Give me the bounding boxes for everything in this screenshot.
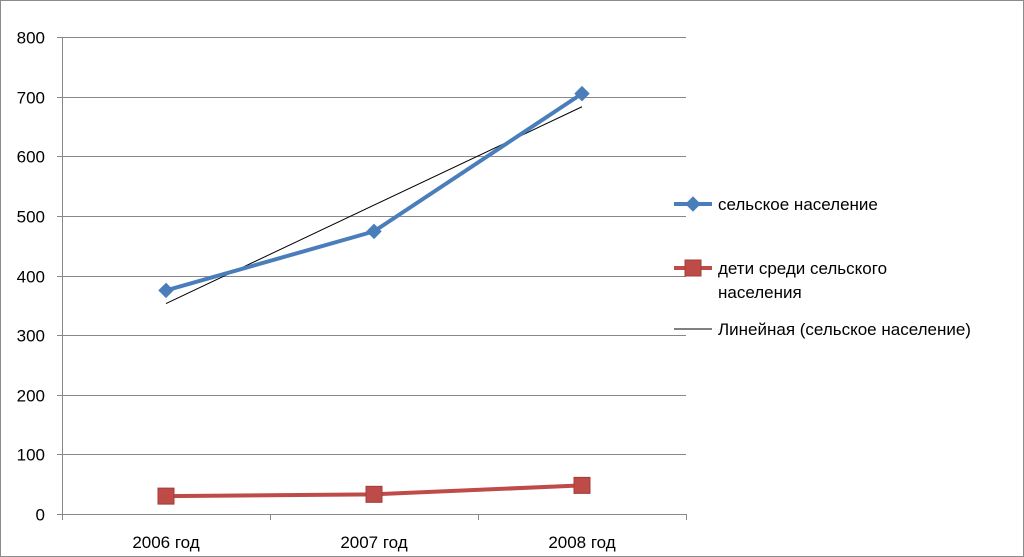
y-tick-label: 600 <box>17 148 45 167</box>
data-point <box>158 282 174 299</box>
y-tick-label: 800 <box>17 29 45 48</box>
series-1 <box>157 476 591 505</box>
y-tick-label: 300 <box>17 327 45 346</box>
legend: сельское население дети среди сельского на… <box>674 195 971 339</box>
x-axis-ticks: 2006 год 2007 год 2008 год <box>62 514 687 552</box>
legend-entry-1: дети среди сельского населения <box>674 259 887 302</box>
legend-label: населения <box>718 283 802 302</box>
axes <box>62 37 686 515</box>
series-layer <box>157 85 591 505</box>
y-axis-ticks: 0 100 200 300 400 500 600 700 800 <box>17 29 62 525</box>
series-line <box>165 91 584 293</box>
legend-entry-0: сельское население <box>674 195 878 214</box>
data-point <box>157 487 175 505</box>
legend-label: Линейная (сельское население) <box>718 320 971 339</box>
data-point <box>573 476 591 494</box>
data-point <box>366 223 382 240</box>
x-tick-label: 2006 год <box>132 533 199 552</box>
gridlines <box>62 37 686 455</box>
y-tick-label: 200 <box>17 387 45 406</box>
data-point <box>574 85 590 102</box>
y-tick-label: 0 <box>36 506 45 525</box>
y-tick-label: 700 <box>17 89 45 108</box>
x-tick-label: 2007 год <box>340 533 407 552</box>
legend-swatch-marker <box>684 259 702 277</box>
legend-swatch-marker <box>685 196 701 212</box>
x-tick-label: 2008 год <box>548 533 615 552</box>
data-point <box>365 485 383 503</box>
legend-label: дети среди сельского <box>718 259 887 278</box>
legend-entry-2: Линейная (сельское население) <box>674 320 971 339</box>
series-0 <box>158 85 590 299</box>
y-tick-label: 500 <box>17 208 45 227</box>
y-tick-label: 400 <box>17 268 45 287</box>
legend-label: сельское население <box>718 195 878 214</box>
y-tick-label: 100 <box>17 446 45 465</box>
